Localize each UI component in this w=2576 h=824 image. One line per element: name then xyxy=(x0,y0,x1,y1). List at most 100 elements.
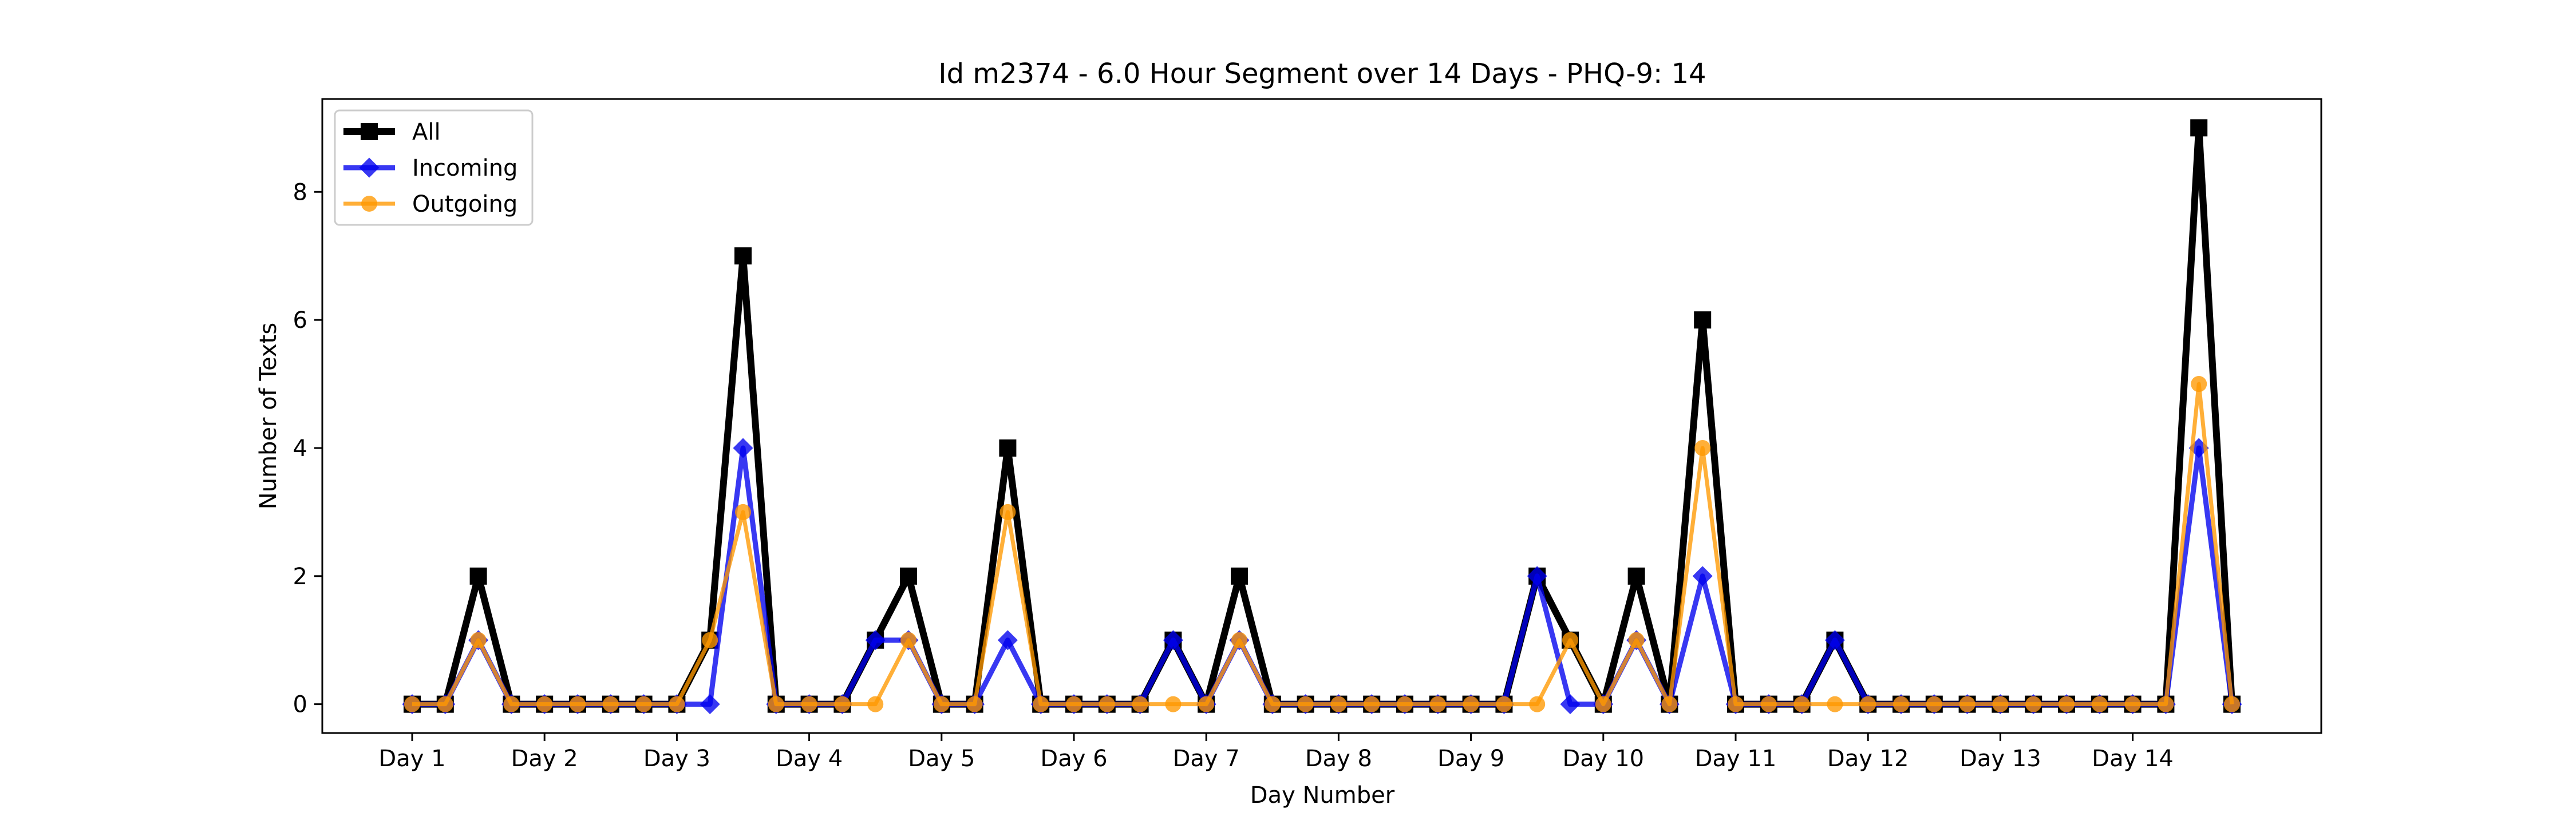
data-point-outgoing xyxy=(1165,696,1182,712)
data-point-outgoing xyxy=(1132,696,1148,712)
x-tick-label: Day 9 xyxy=(1437,746,1504,772)
data-point-outgoing xyxy=(2224,696,2240,712)
data-point-incoming xyxy=(733,438,753,458)
legend-entry: All xyxy=(343,119,441,145)
data-point-outgoing xyxy=(1264,696,1281,712)
legend-label: Outgoing xyxy=(412,191,517,217)
legend: All Incoming Outgoing xyxy=(334,109,534,226)
data-point-outgoing xyxy=(1860,696,1876,712)
series-line-outgoing xyxy=(412,382,2234,707)
y-axis: 0 2 4 6 8 xyxy=(293,179,322,718)
legend-marker xyxy=(359,157,380,178)
x-tick-label: Day 3 xyxy=(643,746,710,772)
data-point-outgoing xyxy=(536,696,553,712)
data-point-outgoing xyxy=(1959,696,1976,712)
data-point-all xyxy=(2190,119,2208,137)
data-point-outgoing xyxy=(2059,696,2075,712)
x-tick-label: Day 4 xyxy=(776,746,843,772)
series-all xyxy=(404,119,2241,713)
plot-series xyxy=(402,119,2242,715)
data-point-incoming xyxy=(1560,694,1581,715)
data-point-outgoing xyxy=(1562,632,1578,648)
data-point-outgoing xyxy=(1893,696,1909,712)
series-line-all xyxy=(412,124,2235,708)
data-point-outgoing xyxy=(1793,696,1810,712)
data-point-outgoing xyxy=(801,696,817,712)
data-point-outgoing xyxy=(735,504,751,520)
legend-entry: Incoming xyxy=(343,155,517,181)
data-point-incoming xyxy=(865,630,886,651)
data-point-incoming xyxy=(1527,566,1547,587)
y-tick-label: 0 xyxy=(293,692,307,718)
data-point-all xyxy=(900,567,917,585)
y-tick-label: 8 xyxy=(293,179,307,205)
data-point-outgoing xyxy=(1429,696,1446,712)
legend-marker xyxy=(361,196,377,212)
legend-box xyxy=(334,109,534,226)
x-tick-label: Day 7 xyxy=(1173,746,1240,772)
data-point-outgoing xyxy=(1231,632,1247,648)
y-tick-label: 6 xyxy=(293,307,307,334)
y-tick-label: 2 xyxy=(293,564,307,590)
data-point-outgoing xyxy=(1397,696,1413,712)
series-outgoing xyxy=(404,376,2240,712)
data-point-outgoing xyxy=(1297,696,1314,712)
x-tick-label: Day 10 xyxy=(1562,746,1644,772)
data-point-outgoing xyxy=(1529,696,1546,712)
data-point-outgoing xyxy=(2091,696,2108,712)
data-point-outgoing xyxy=(1496,696,1512,712)
data-point-outgoing xyxy=(999,504,1016,520)
data-point-outgoing xyxy=(768,696,784,712)
data-point-outgoing xyxy=(1463,696,1479,712)
data-point-outgoing xyxy=(1827,696,1843,712)
series-line-incoming xyxy=(412,445,2235,707)
x-tick-label: Day 13 xyxy=(1959,746,2041,772)
data-point-all xyxy=(999,439,1017,457)
y-axis-label: Number of Texts xyxy=(255,323,282,509)
data-point-outgoing xyxy=(437,696,453,712)
data-point-outgoing xyxy=(1760,696,1777,712)
data-point-outgoing xyxy=(570,696,586,712)
x-axis: Day 1 Day 2 Day 3 Day 4 Day 5 Day 6 Day 7 Day 8… xyxy=(378,733,2174,772)
x-tick-label: Day 14 xyxy=(2092,746,2174,772)
x-tick-label: Day 1 xyxy=(378,746,445,772)
data-point-outgoing xyxy=(1926,696,1942,712)
data-point-outgoing xyxy=(1628,632,1645,648)
data-point-all xyxy=(1694,311,1712,329)
data-point-outgoing xyxy=(1728,696,1744,712)
data-point-all xyxy=(1627,567,1645,585)
data-point-outgoing xyxy=(900,632,916,648)
data-point-outgoing xyxy=(1364,696,1380,712)
data-point-outgoing xyxy=(2025,696,2042,712)
data-point-outgoing xyxy=(1066,696,1082,712)
legend-label: Incoming xyxy=(412,155,517,181)
data-point-outgoing xyxy=(834,696,851,712)
data-point-outgoing xyxy=(867,696,884,712)
x-tick-label: Day 2 xyxy=(511,746,578,772)
data-point-all xyxy=(469,567,487,585)
data-point-outgoing xyxy=(702,632,718,648)
data-point-all xyxy=(734,247,752,265)
y-tick-label: 4 xyxy=(293,435,307,462)
data-point-incoming xyxy=(1692,566,1713,587)
chart-title: Id m2374 - 6.0 Hour Segment over 14 Days… xyxy=(938,58,1706,90)
data-point-outgoing xyxy=(1330,696,1347,712)
data-point-incoming xyxy=(1824,630,1845,651)
data-point-outgoing xyxy=(1099,696,1115,712)
data-point-outgoing xyxy=(1033,696,1049,712)
data-point-all xyxy=(1231,567,1248,585)
data-point-outgoing xyxy=(933,696,950,712)
data-point-outgoing xyxy=(1198,696,1215,712)
data-point-outgoing xyxy=(470,632,487,648)
data-point-outgoing xyxy=(1992,696,2009,712)
data-point-outgoing xyxy=(966,696,983,712)
x-axis-label: Day Number xyxy=(1250,782,1395,809)
series-incoming xyxy=(402,438,2242,715)
data-point-outgoing xyxy=(602,696,619,712)
x-tick-label: Day 5 xyxy=(908,746,975,772)
data-point-outgoing xyxy=(2191,376,2207,393)
data-point-outgoing xyxy=(635,696,652,712)
legend-label: All xyxy=(412,119,441,145)
x-tick-label: Day 6 xyxy=(1040,746,1107,772)
